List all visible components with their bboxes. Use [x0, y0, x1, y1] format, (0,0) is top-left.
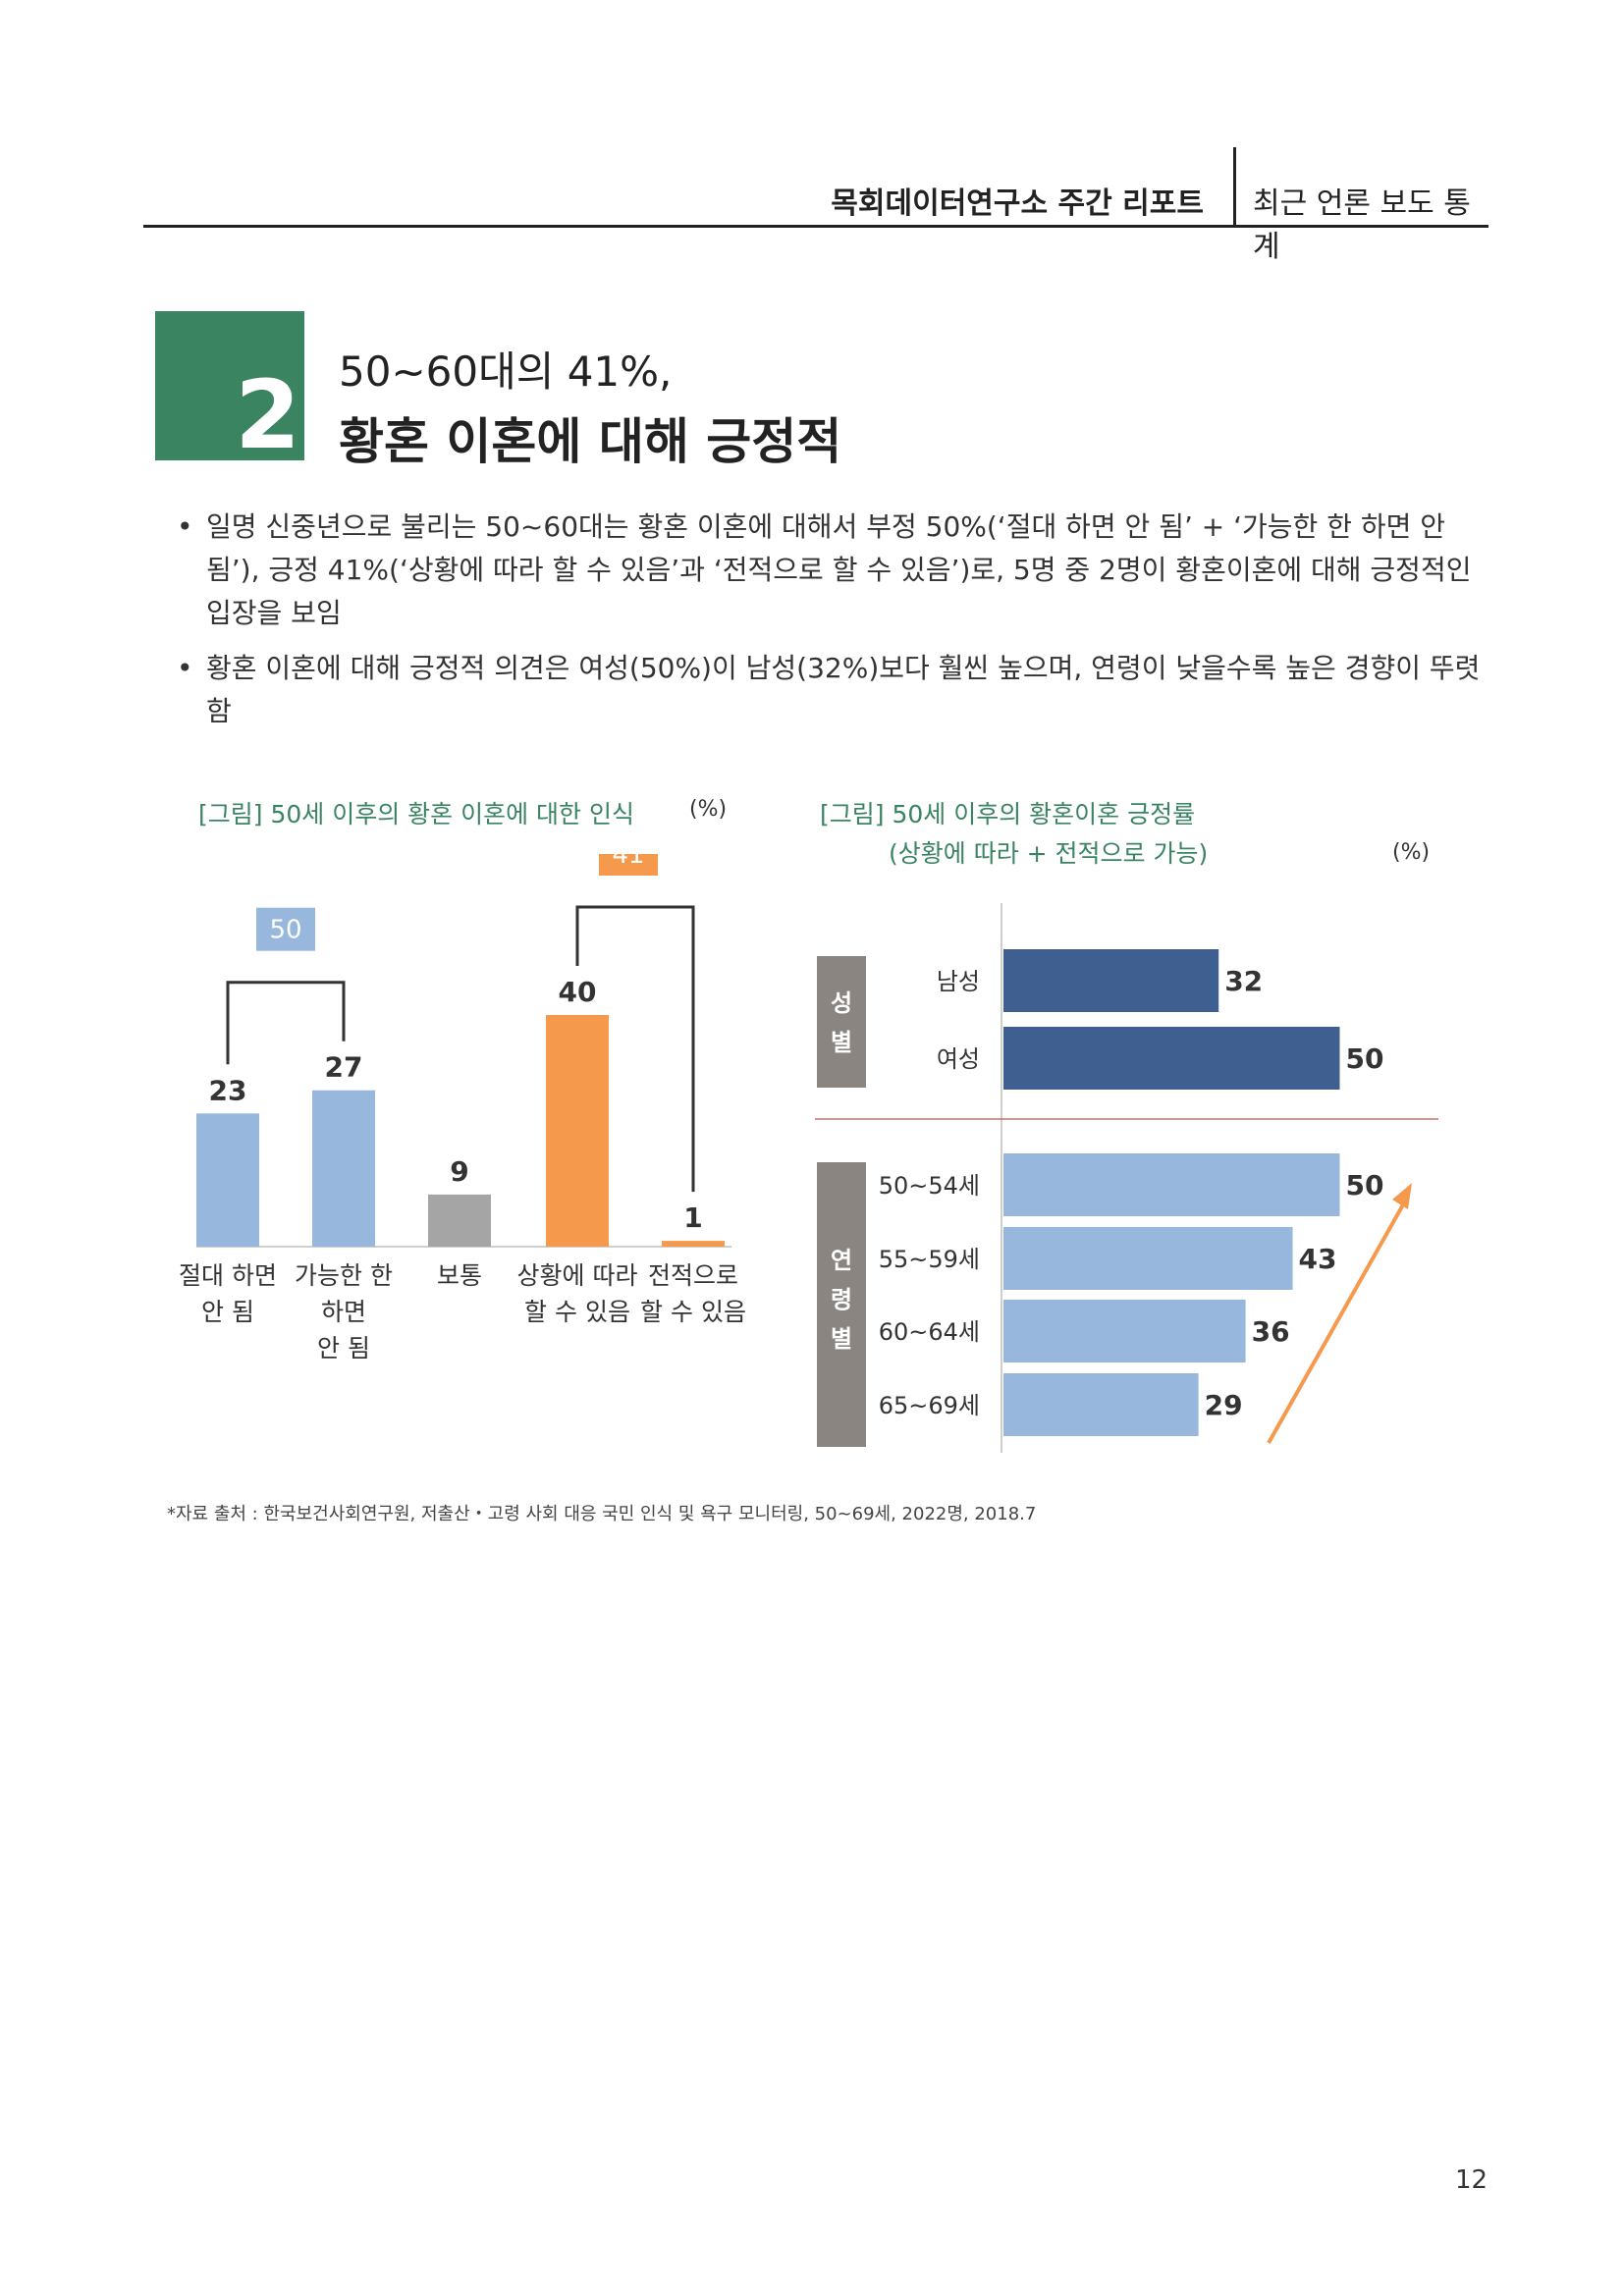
chart1-category-label: 보통 [437, 1261, 482, 1290]
chart1-value-label: 9 [450, 1155, 468, 1188]
chart2-category-label: 남성 [937, 968, 980, 995]
chart1-value-label: 40 [559, 976, 597, 1008]
chart1-unit: (%) [689, 797, 728, 822]
chart2-category-label: 50~54세 [879, 1172, 980, 1200]
chart1-group-label: 50 [269, 916, 301, 945]
chart2-bar [1003, 1027, 1340, 1090]
chart1-category-label: 하면 [321, 1298, 366, 1326]
page-header: 목회데이터연구소 주간 리포트 최근 언론 보도 통계 [143, 147, 1488, 264]
chart2-bar [1003, 1300, 1246, 1362]
headline-line1: 50~60대의 41%, [339, 347, 673, 396]
bullet-item: 황혼 이혼에 대해 긍정적 의견은 여성(50%)이 남성(32%)보다 훨씬 … [177, 647, 1492, 733]
chart2-group-label-char: 성 [831, 989, 852, 1017]
chart2-category-label: 65~69세 [879, 1392, 980, 1419]
chart2-group-label-char: 연 [831, 1247, 852, 1274]
chart2-group-label-char: 별 [831, 1029, 852, 1056]
chart2-title: [그림] 50세 이후의 황혼이혼 긍정률 [820, 800, 1196, 828]
chart2-group-label-char: 별 [831, 1325, 852, 1353]
chart2-group-box [817, 956, 866, 1088]
chart1-group-box [256, 907, 315, 951]
chart1-bar [428, 1194, 491, 1247]
chart2-trend-arrowhead [1392, 1183, 1412, 1209]
section-number: 2 [235, 360, 300, 470]
headline-line2: 황혼 이혼에 대해 긍정적 [339, 413, 842, 470]
chart2-bar [1003, 1227, 1293, 1290]
chart1-title: [그림] 50세 이후의 황혼 이혼에 대한 인식 [198, 800, 635, 828]
chart1-value-label: 27 [325, 1051, 363, 1084]
chart1-group-bracket [575, 905, 695, 1193]
chart1-bar [662, 1241, 725, 1247]
chart1-category-label: 절대 하면 [179, 1261, 277, 1290]
source-note: *자료 출처 : 한국보건사회연구원, 저출산・고령 사회 대응 국민 인식 및… [167, 1504, 1037, 1524]
chart2-bar [1003, 1153, 1340, 1216]
chart2-value-label: 50 [1346, 1042, 1384, 1075]
chart1-category-label: 전적으로 [648, 1261, 738, 1290]
chart1-bar [196, 1113, 259, 1247]
header-divider [1233, 147, 1236, 226]
chart1-group-bracket [226, 981, 346, 1065]
chart2-value-label: 50 [1346, 1169, 1384, 1201]
chart2-value-label: 32 [1224, 965, 1263, 997]
chart1-bar [546, 1015, 609, 1247]
report-title: 목회데이터연구소 주간 리포트 [831, 187, 1204, 221]
chart2-bar [1003, 949, 1219, 1012]
chart1-category-label: 안 됨 [201, 1298, 254, 1326]
bullet-list: 일명 신중년으로 불리는 50~60대는 황혼 이혼에 대해서 부정 50%(‘… [177, 506, 1492, 745]
chart2-category-label: 60~64세 [879, 1318, 980, 1346]
chart2-value-label: 29 [1205, 1389, 1243, 1421]
section-number-box: 2 [155, 311, 304, 470]
chart2-trend-arrow [1267, 1199, 1408, 1444]
chart1-category-label: 할 수 있음 [524, 1298, 630, 1326]
chart1-group-label: 41 [612, 854, 644, 870]
chart1-category-label: 안 됨 [317, 1334, 370, 1362]
page-number: 12 [1455, 2165, 1488, 2195]
chart2-group-box [817, 1162, 866, 1447]
chart1-value-label: 23 [209, 1074, 247, 1106]
chart1-bar [312, 1090, 375, 1247]
chart2-category-label: 55~59세 [879, 1246, 980, 1273]
chart2-unit: (%) [1392, 840, 1431, 865]
chart2-subtitle: (상황에 따라 + 전적으로 가능) [889, 839, 1209, 868]
section-title: 최근 언론 보도 통계 [1253, 187, 1471, 264]
chart2-positive-rate-bar-chart: 성별연령별32남성50여성5050~54세4355~59세3660~64세296… [815, 903, 1438, 1453]
bullet-item: 일명 신중년으로 불리는 50~60대는 황혼 이혼에 대해서 부정 50%(‘… [177, 506, 1492, 635]
chart2-value-label: 36 [1252, 1315, 1290, 1348]
chart2-bar [1003, 1373, 1199, 1436]
chart1-value-label: 1 [683, 1201, 702, 1234]
chart1-group-box [599, 854, 658, 876]
chart1-category-label: 상황에 따라 [517, 1261, 638, 1290]
chart2-value-label: 43 [1299, 1243, 1337, 1275]
chart2-group-label-char: 령 [831, 1286, 852, 1313]
chart2-category-label: 여성 [937, 1045, 980, 1073]
chart1-category-label: 가능한 한 [295, 1261, 393, 1290]
chart1-category-label: 할 수 있음 [640, 1298, 746, 1326]
